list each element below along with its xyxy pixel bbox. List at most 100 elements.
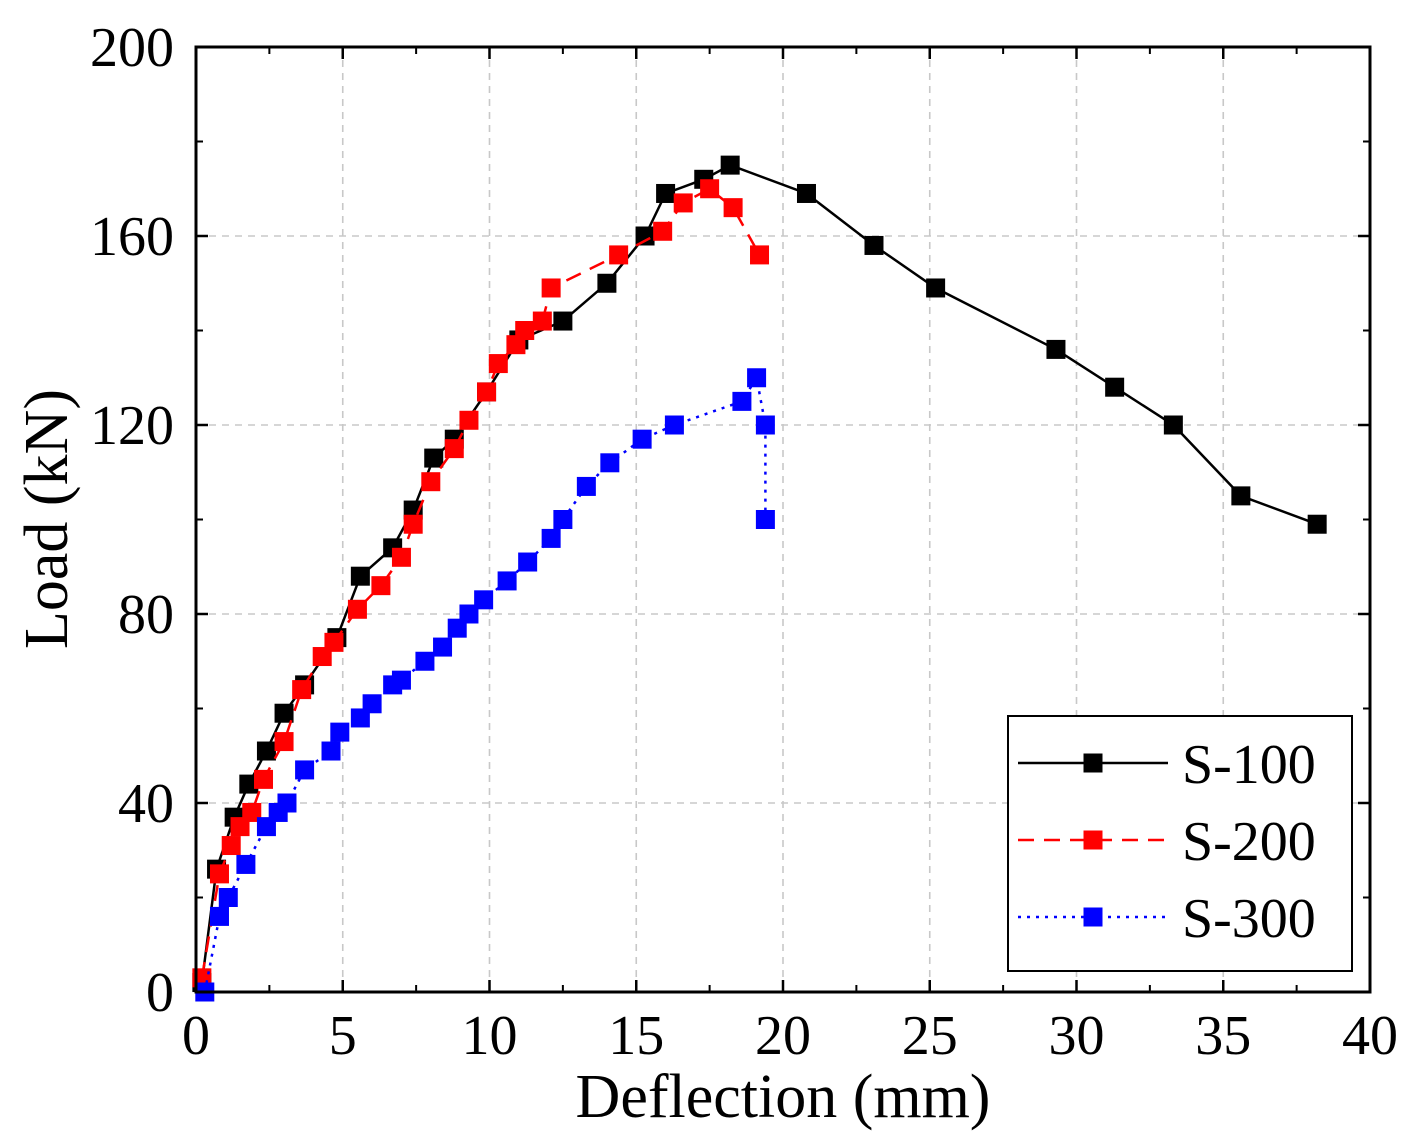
data-point-s-300 — [277, 793, 297, 813]
data-point-s-300 — [415, 651, 435, 671]
y-tick-label: 160 — [90, 206, 174, 268]
x-tick-label: 40 — [1342, 1005, 1398, 1067]
data-point-s-200 — [541, 278, 561, 298]
data-point-s-100 — [256, 741, 276, 761]
data-point-s-200 — [477, 382, 497, 402]
data-point-s-200 — [609, 245, 629, 265]
data-point-s-200 — [750, 245, 770, 265]
data-point-s-200 — [391, 547, 411, 567]
data-point-s-300 — [518, 552, 538, 572]
data-point-s-200 — [673, 193, 693, 213]
data-point-s-300 — [664, 415, 684, 435]
data-point-s-200 — [403, 514, 423, 534]
legend-box — [1007, 715, 1353, 972]
data-point-s-300 — [391, 670, 411, 690]
data-point-s-200 — [421, 472, 441, 492]
data-point-s-100 — [553, 311, 573, 331]
data-point-s-200 — [347, 599, 367, 619]
data-point-s-300 — [755, 510, 775, 529]
legend-marker-s-200 — [1083, 830, 1103, 850]
data-point-s-100 — [1231, 486, 1251, 506]
data-point-s-300 — [497, 571, 517, 591]
data-point-s-100 — [656, 183, 676, 203]
axis-ticks: 0 5 10 15 20 25 30 35 40 0 40 80 120 160 200 — [90, 17, 1398, 1067]
data-point-s-300 — [330, 722, 350, 742]
data-point-s-100 — [926, 278, 946, 298]
data-point-s-300 — [755, 415, 775, 435]
legend-label-s-200: S-200 — [1182, 811, 1316, 873]
series-line-s-200 — [200, 187, 761, 979]
x-tick-label: 15 — [608, 1005, 664, 1067]
data-point-s-300 — [747, 368, 767, 388]
x-tick-label: 10 — [462, 1005, 518, 1067]
data-point-s-100 — [424, 448, 444, 468]
data-point-s-300 — [321, 741, 341, 761]
y-tick-label: 120 — [90, 395, 174, 457]
data-point-s-200 — [459, 410, 479, 430]
y-tick-label: 40 — [118, 773, 174, 835]
data-point-s-300 — [459, 604, 479, 624]
series-s-200 — [192, 179, 770, 988]
data-point-s-300 — [218, 888, 238, 907]
data-point-s-200 — [324, 632, 344, 652]
data-point-s-100 — [796, 183, 816, 203]
data-point-s-300 — [295, 760, 315, 780]
legend-label-s-300: S-300 — [1182, 888, 1316, 950]
data-point-s-200 — [444, 439, 464, 459]
x-tick-label: 0 — [182, 1005, 210, 1067]
data-series — [192, 155, 1327, 1002]
data-point-s-100 — [239, 774, 259, 794]
data-point-s-200 — [209, 864, 229, 884]
data-point-s-100 — [1105, 377, 1125, 397]
data-point-s-300 — [209, 906, 229, 926]
x-tick-label: 20 — [755, 1005, 811, 1067]
data-point-s-100 — [597, 273, 617, 293]
data-point-s-300 — [236, 854, 256, 874]
data-point-s-300 — [362, 694, 382, 714]
data-point-s-200 — [723, 198, 743, 218]
data-point-s-200 — [274, 732, 294, 752]
data-point-s-200 — [221, 836, 241, 856]
data-point-s-200 — [242, 802, 262, 822]
y-tick-label: 0 — [146, 962, 174, 1024]
data-point-s-200 — [700, 179, 720, 199]
y-tick-label: 200 — [90, 17, 174, 79]
data-point-s-100 — [274, 703, 294, 723]
y-tick-label: 80 — [118, 584, 174, 646]
data-point-s-100 — [350, 566, 370, 586]
series-s-300 — [195, 368, 775, 1002]
x-axis-title: Deflection (mm) — [576, 1063, 991, 1131]
data-point-s-300 — [576, 476, 596, 496]
data-point-s-300 — [732, 391, 752, 411]
data-point-s-100 — [1307, 514, 1327, 534]
x-tick-label: 5 — [329, 1005, 357, 1067]
data-point-s-100 — [1163, 415, 1183, 435]
legend-marker-s-300 — [1083, 907, 1103, 927]
data-point-s-200 — [515, 321, 535, 340]
legend-marker-s-100 — [1083, 753, 1103, 773]
data-point-s-200 — [371, 576, 391, 596]
data-point-s-300 — [600, 453, 620, 473]
x-tick-label: 30 — [1049, 1005, 1105, 1067]
data-point-s-200 — [254, 769, 274, 789]
data-point-s-200 — [488, 354, 508, 374]
series-line-s-300 — [203, 374, 767, 993]
legend-label-s-100: S-100 — [1182, 734, 1316, 796]
legend: S-100 S-200 S-300 — [1007, 715, 1353, 972]
data-point-s-300 — [632, 429, 652, 449]
y-axis-title: Load (kN) — [13, 389, 81, 649]
data-point-s-200 — [292, 680, 312, 700]
data-point-s-300 — [474, 590, 494, 610]
x-tick-label: 35 — [1195, 1005, 1251, 1067]
x-tick-label: 25 — [902, 1005, 958, 1067]
data-point-s-300 — [553, 510, 573, 529]
data-point-s-300 — [541, 528, 561, 548]
data-point-s-200 — [532, 311, 552, 331]
data-point-s-100 — [635, 226, 655, 246]
data-point-s-100 — [1046, 339, 1066, 359]
data-point-s-200 — [653, 221, 673, 241]
data-point-s-100 — [864, 235, 884, 255]
data-point-s-300 — [433, 637, 453, 657]
data-point-s-100 — [720, 155, 740, 175]
